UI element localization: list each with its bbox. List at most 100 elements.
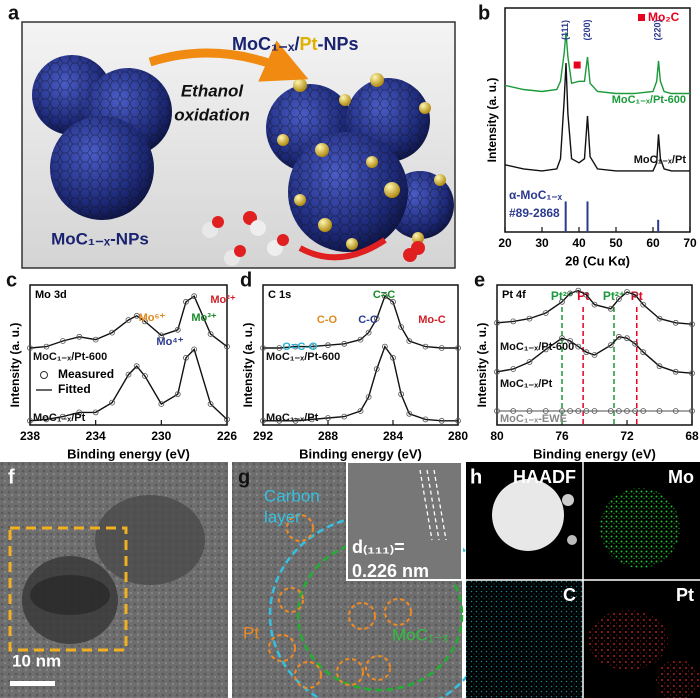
d-spacing-value: 0.226 nm: [352, 561, 429, 581]
peak-label: C=C: [373, 289, 395, 301]
data-point: [76, 409, 83, 416]
data-point: [542, 310, 549, 316]
x-tick-label: 76: [555, 429, 569, 443]
process-label: oxidation: [174, 105, 250, 124]
data-point: [365, 329, 372, 336]
data-point: [656, 408, 663, 414]
data-point: [276, 345, 283, 351]
data-point: [624, 289, 630, 295]
data-point: [542, 408, 549, 414]
data-point: [583, 408, 590, 414]
data-point: [656, 315, 663, 322]
data-point: [183, 354, 189, 361]
data-point: [510, 408, 517, 414]
plot-frame: [504, 7, 691, 233]
data-point: [689, 408, 695, 414]
data-point: [575, 287, 582, 294]
data-point: [357, 336, 364, 343]
data-point: [365, 394, 372, 400]
hkl-label: (220): [653, 19, 663, 40]
data-point: [109, 329, 115, 336]
panel-g: d₍₁₁₁₎= 0.226 nm Carbon layer Pt MoC₁₋ₓ …: [232, 461, 492, 698]
data-point: [183, 298, 189, 305]
panel-h: HAADF Mo C Pt h: [466, 462, 700, 698]
legend-label: Fitted: [58, 382, 91, 396]
peak-label: O=C-O: [282, 341, 318, 353]
data-point: [125, 371, 132, 378]
data-point: [494, 319, 500, 326]
data-point: [43, 416, 50, 423]
data-point: [583, 291, 590, 298]
chart-label: C 1s: [268, 289, 291, 301]
x-tick-label: 234: [86, 429, 106, 443]
arrow: [148, 40, 309, 82]
data-point: [224, 416, 230, 423]
y-axis-label: Intensity (a. u.): [485, 78, 499, 163]
series-line: [504, 62, 690, 172]
data-point: [158, 332, 165, 339]
legend-marker: [638, 14, 645, 21]
panel-letter: d: [240, 269, 252, 291]
panel-letter: c: [6, 269, 17, 291]
peak-label: Mo⁴⁺: [156, 336, 183, 348]
map-label: Pt: [676, 585, 694, 605]
data-point: [125, 317, 132, 323]
data-point: [292, 343, 299, 350]
panel-letter: f: [8, 466, 15, 488]
reference-name: #89-2868: [509, 206, 560, 220]
data-point: [559, 408, 565, 414]
panel-letter: a: [8, 2, 20, 24]
data-point: [632, 340, 639, 347]
chart-label: Mo 3d: [35, 289, 67, 301]
x-axis-label: Binding energy (eV): [67, 446, 190, 461]
data-point: [591, 408, 598, 414]
data-point: [422, 416, 429, 423]
peak-label: Mo²⁺: [210, 294, 236, 306]
data-point: [59, 338, 66, 344]
data-point: [438, 345, 445, 351]
peak-label: Mo-C: [418, 314, 446, 326]
data-point: [373, 315, 380, 322]
data-point: [624, 408, 630, 414]
data-point: [559, 298, 565, 305]
x-tick-label: 72: [620, 429, 634, 443]
series-label: MoC₁₋ₓ/Pt-600: [612, 94, 686, 106]
series-line: [263, 345, 458, 422]
panel-letter: g: [238, 466, 250, 488]
data-point: [607, 305, 614, 312]
data-point: [607, 408, 614, 414]
x-tick-label: 238: [20, 429, 40, 443]
series-label: MoC₁₋ₓ/Pt-600: [266, 351, 340, 363]
arrow: [298, 237, 387, 261]
data-point: [133, 363, 140, 370]
x-tick-label: 70: [683, 236, 697, 250]
x-tick-label: 230: [151, 429, 171, 443]
y-axis-label: Intensity (a. u.): [8, 323, 22, 408]
data-point: [640, 301, 647, 308]
reference-name: α-MoC₁₋ₓ: [509, 188, 563, 202]
data-point: [640, 408, 647, 414]
peak-label: C-O: [317, 314, 338, 326]
data-point: [390, 354, 396, 361]
title-part: Pt: [300, 34, 318, 54]
title-part: MoC₁₋ₓ/: [232, 34, 300, 54]
nanoparticles-right: [266, 73, 454, 252]
data-point: [260, 345, 266, 351]
data-point: [567, 338, 574, 344]
plot-frame: [29, 284, 228, 426]
data-point: [142, 318, 148, 325]
data-point: [174, 326, 181, 333]
data-point: [191, 293, 198, 300]
data-point: [583, 349, 590, 356]
data-point: [494, 408, 500, 414]
data-point: [689, 370, 695, 377]
data-point: [542, 346, 549, 353]
x-tick-label: 280: [448, 429, 468, 443]
data-point: [398, 324, 405, 330]
data-point: [624, 335, 630, 342]
data-point: [615, 408, 622, 414]
data-point: [27, 345, 33, 351]
panel-letter: e: [474, 269, 485, 291]
